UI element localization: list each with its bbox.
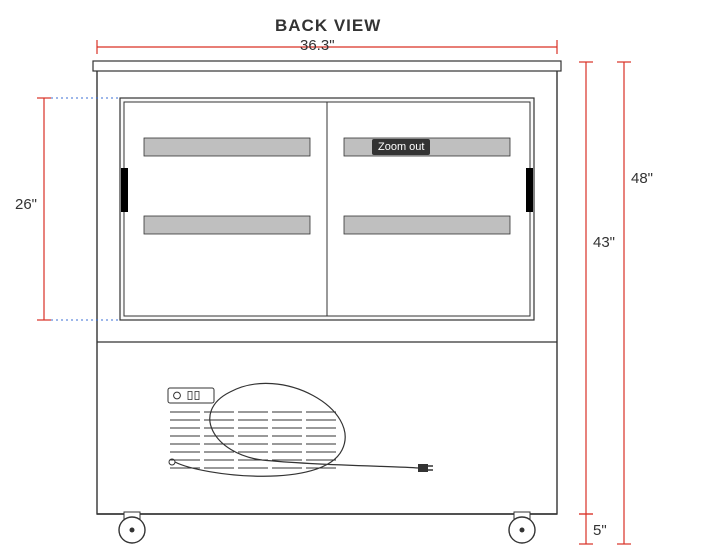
- dim-full-height-label: 48": [631, 170, 653, 187]
- dim-body-height-label: 43": [593, 234, 615, 251]
- zoom-out-tooltip: Zoom out: [372, 139, 430, 155]
- dim-glass-height-label: 26": [15, 196, 37, 213]
- dim-top-width-label: 36.3": [300, 37, 335, 54]
- dim-wheel-height-label: 5": [593, 522, 607, 539]
- diagram-title: BACK VIEW: [275, 16, 381, 36]
